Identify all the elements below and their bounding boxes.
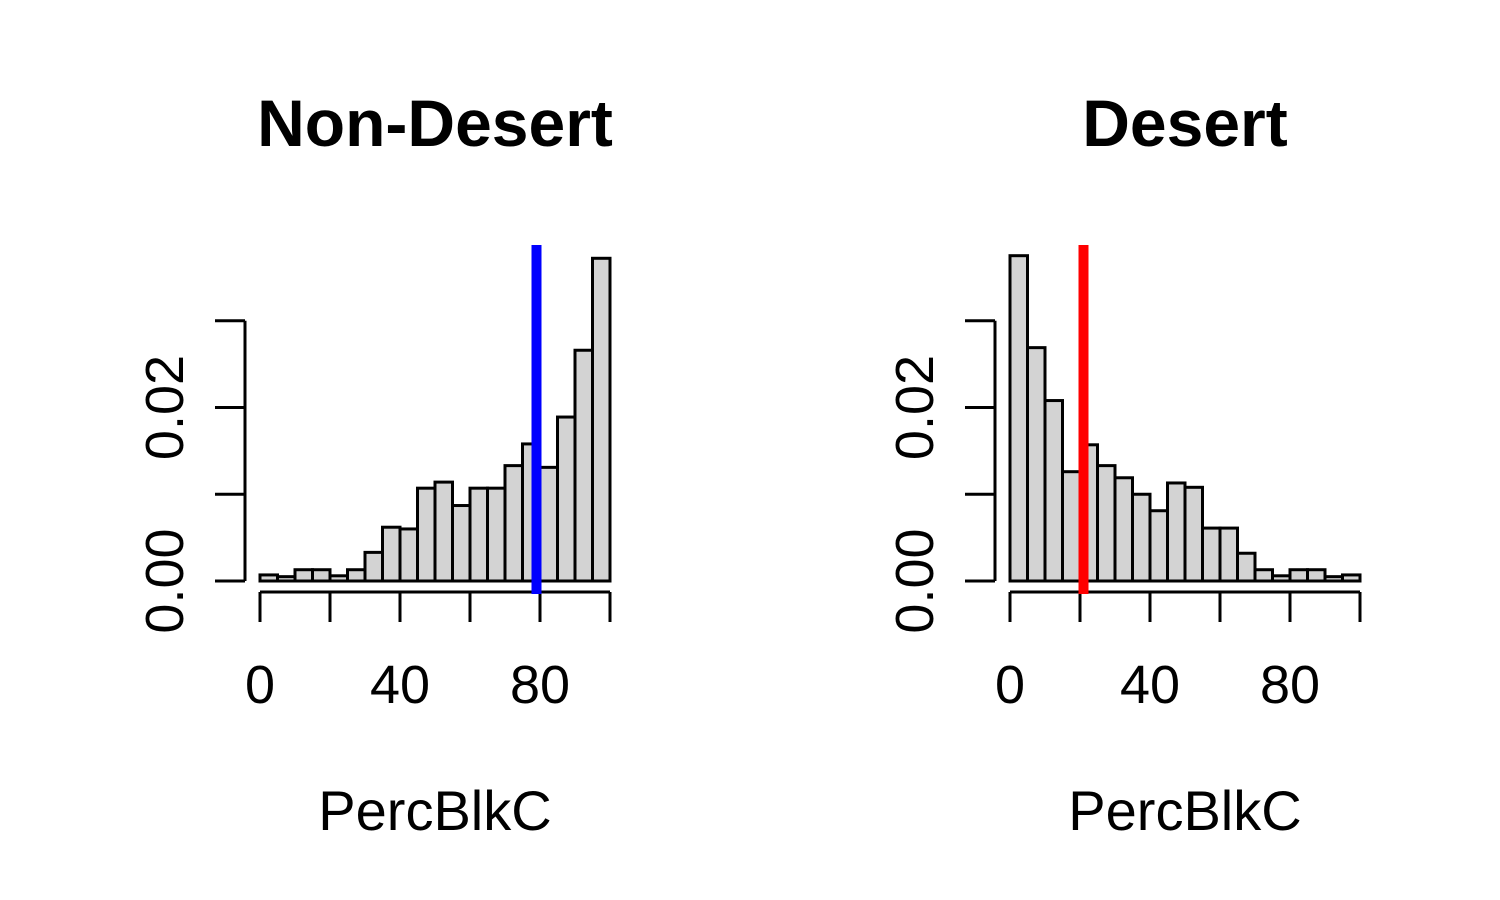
x-tick-label: 80 [1260,655,1320,715]
histogram-bar [1306,568,1327,583]
histogram-bar [1341,573,1362,583]
histogram-bar [556,415,577,583]
histogram-bar [293,568,314,583]
histogram-bar [258,573,279,583]
histogram-bar [1131,492,1152,583]
histogram-bar [381,525,402,583]
histogram-bar [1166,481,1187,583]
histogram-bars [258,256,612,583]
histogram-bar [1183,485,1204,583]
histogram-bar [398,527,419,583]
histogram-bar [1008,254,1029,583]
histogram-bar [1201,526,1222,583]
plot-title: Non-Desert [257,86,613,160]
histogram-bar [468,486,489,583]
histogram-bar [486,486,507,583]
x-tick-label: 80 [510,655,570,715]
histogram-bar [451,504,472,583]
histogram-bar [1061,470,1082,583]
histogram-bar [363,550,384,583]
histogram-bar [538,465,559,583]
x-axis-title: PercBlkC [1068,779,1301,842]
histogram-bar [1218,526,1239,583]
histogram-bar [1253,568,1274,583]
histogram-bar [503,464,524,583]
histogram-bar [328,574,349,583]
y-tick-label: 0.02 [885,355,945,460]
histogram-bars [1008,254,1362,583]
x-axis-title: PercBlkC [318,779,551,842]
y-tick-label: 0.00 [885,528,945,633]
histogram-bar [433,480,454,583]
x-tick-label: 0 [245,655,275,715]
histogram-bar [1323,575,1344,583]
histogram-bar [346,568,367,583]
histogram-bar [1288,568,1309,583]
histogram-bar [1113,476,1134,583]
histogram-bar [276,575,297,583]
x-tick-label: 40 [1120,655,1180,715]
y-tick-label: 0.00 [135,528,195,633]
histogram-bar [573,348,594,583]
y-tick-label: 0.02 [135,355,195,460]
histogram-bar [311,568,332,583]
x-tick-label: 0 [995,655,1025,715]
histogram-bar [1043,399,1064,583]
plot-desert: 0.00 0.02 0 40 80 Desert PercBlkC [885,86,1362,842]
histogram-bar [1271,574,1292,583]
histogram-bar [416,486,437,583]
histogram-bar [1096,464,1117,583]
histogram-bar [1026,346,1047,583]
histogram-bar [1236,551,1257,583]
histogram-bar [591,256,612,583]
plot-non-desert: 0.00 0.02 0 40 80 Non-Desert PercBlkC [135,86,613,842]
plot-title: Desert [1082,86,1287,160]
histogram-bar [1148,509,1169,583]
x-tick-label: 40 [370,655,430,715]
